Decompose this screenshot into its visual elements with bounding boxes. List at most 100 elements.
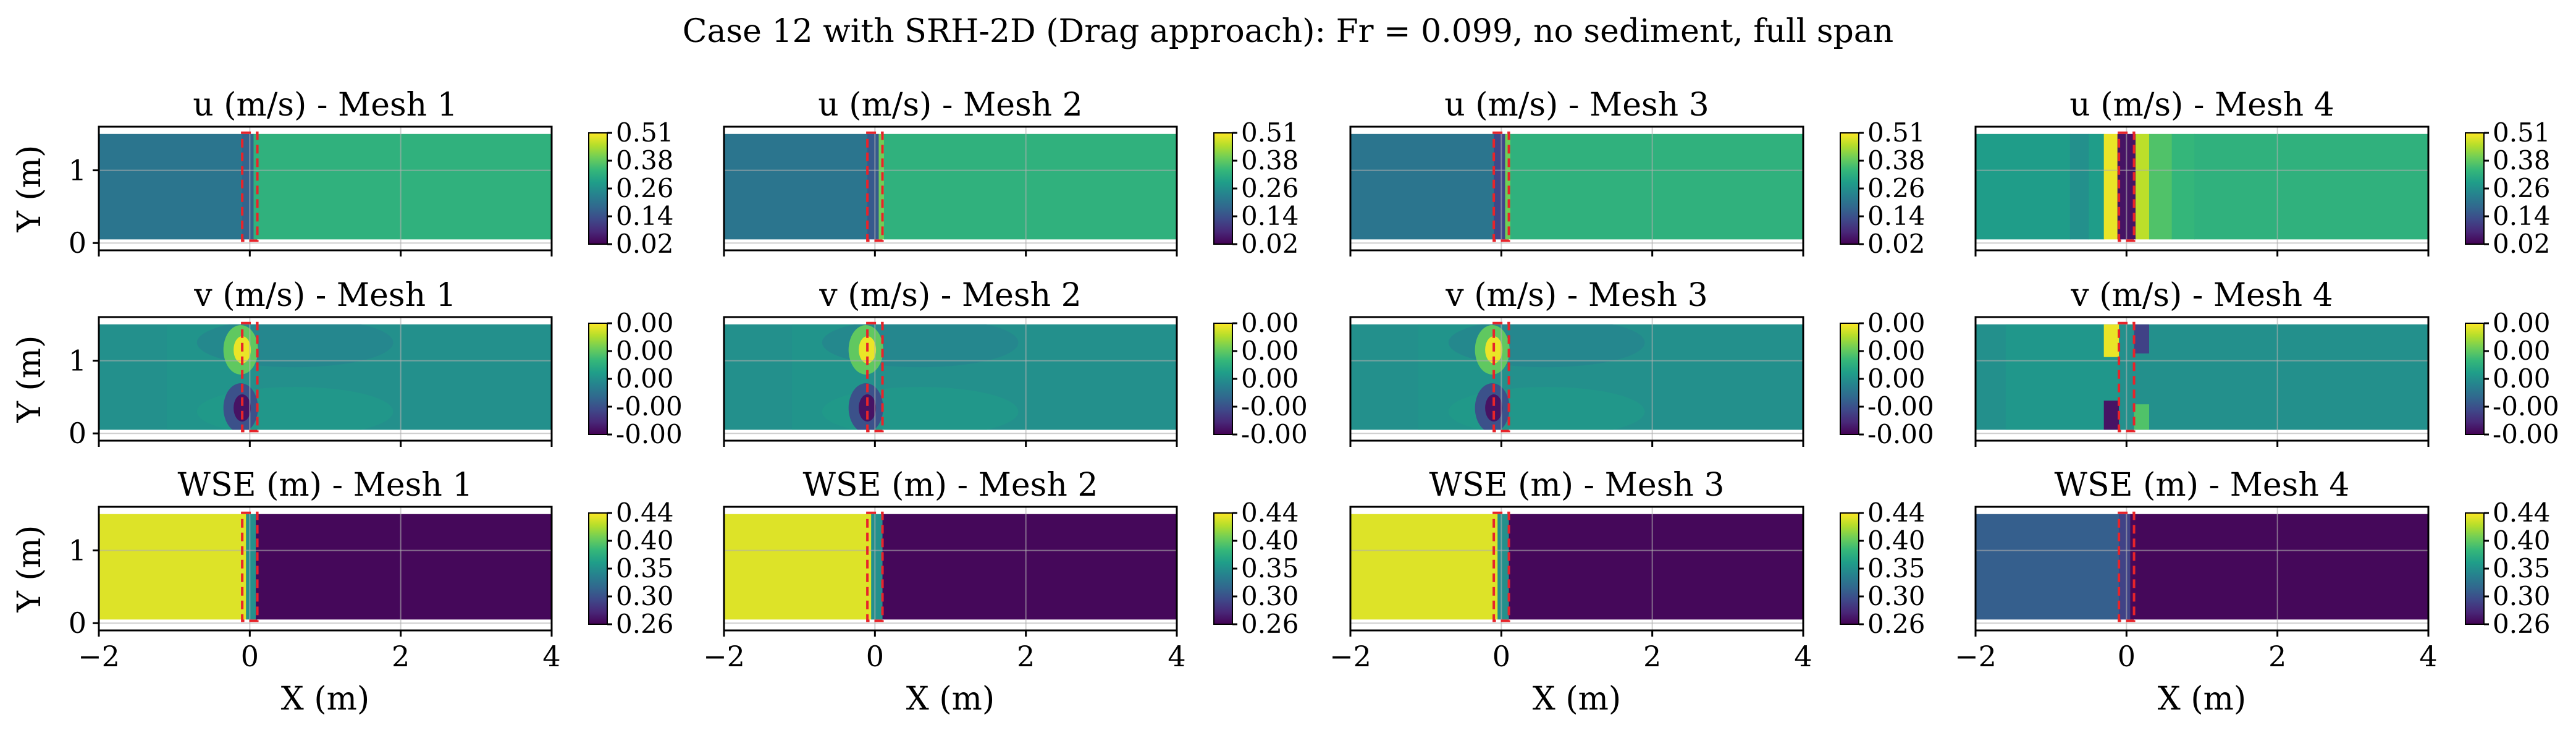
y-tick-label: 1 xyxy=(69,154,86,187)
field-cell xyxy=(871,514,883,620)
axes-frame xyxy=(98,125,553,252)
panel-title: WSE (m) - Mesh 2 xyxy=(803,467,1098,504)
axes-frame xyxy=(98,506,553,632)
colorbar-tick-label: 0.26 xyxy=(1867,173,1926,203)
y-tick-label: 0 xyxy=(69,417,86,450)
colorbar-tick-label: 0.51 xyxy=(616,117,674,148)
y-tick-label: 0 xyxy=(69,226,86,260)
axes-frame xyxy=(1974,316,2430,442)
y-axis-label: Y (m) xyxy=(11,145,48,233)
pier-box xyxy=(866,131,884,242)
x-tick-label: 2 xyxy=(1643,640,1661,673)
colorbar-tick-label: 0.30 xyxy=(1241,581,1299,611)
colorbar-tick-label: 0.40 xyxy=(1867,525,1926,556)
colorbar-tick-label: 0.00 xyxy=(1867,308,1926,338)
colorbar-tick-label: 0.35 xyxy=(1241,553,1299,583)
colorbar-tick-label: 0.26 xyxy=(1241,173,1299,203)
colorbar-tick-label: 0.02 xyxy=(2493,229,2551,259)
colorbar-tick-label: 0.26 xyxy=(2493,609,2551,639)
colorbar-tick-label: 0.35 xyxy=(616,553,674,583)
colorbar-tick-label: 0.51 xyxy=(1867,117,1926,148)
panel-1-4: u (m/s) - Mesh 4 0.020.140.260.380.51 xyxy=(1974,87,2551,259)
colorbar-tick-label: 0.30 xyxy=(2493,581,2551,611)
field-cell xyxy=(1350,134,1494,240)
colorbar-tick-label: 0.35 xyxy=(1867,553,1926,583)
axes-frame xyxy=(723,316,1178,442)
x-tick-label: −2 xyxy=(78,640,120,673)
colorbar xyxy=(588,323,608,435)
colorbar-tick-label: 0.00 xyxy=(1867,336,1926,366)
x-tick-label: 4 xyxy=(2419,640,2437,673)
y-tick-label: 1 xyxy=(69,344,86,378)
v-field-features xyxy=(1418,324,1645,430)
colorbar-tick-label: 0.26 xyxy=(616,173,674,203)
colorbar xyxy=(2465,323,2485,435)
colorbar-tick-label: 0.00 xyxy=(616,336,674,366)
panel-title: WSE (m) - Mesh 1 xyxy=(178,467,473,504)
axes-frame xyxy=(723,125,1178,252)
field-cell xyxy=(1510,134,1804,240)
field-cell xyxy=(256,514,552,620)
colorbar-tick-label: 0.26 xyxy=(1867,609,1926,639)
colorbar-tick-label: 0.38 xyxy=(2493,145,2551,176)
panel-title: v (m/s) - Mesh 2 xyxy=(819,277,1081,314)
x-axis-label: X (m) xyxy=(281,680,369,718)
v-field-features xyxy=(791,324,1019,430)
axes-frame xyxy=(98,316,553,442)
colorbar-tick-label: -0.00 xyxy=(616,419,683,449)
colorbar-tick-label: 0.00 xyxy=(2493,363,2551,394)
x-tick-label: 2 xyxy=(1017,640,1035,673)
x-tick-label: 0 xyxy=(241,640,259,673)
colorbar-tick-label: 0.44 xyxy=(2493,498,2551,528)
v-field-features xyxy=(166,324,394,430)
v-field-features xyxy=(2005,324,2149,430)
pier-box xyxy=(241,511,259,622)
panel-title: v (m/s) - Mesh 3 xyxy=(1445,277,1707,314)
x-tick-label: 4 xyxy=(1168,640,1185,673)
colorbar-tick-label: 0.51 xyxy=(1241,117,1299,148)
field-cell xyxy=(859,394,877,422)
field-cell xyxy=(2134,324,2149,354)
field-cell xyxy=(1350,514,1498,620)
axes-frame xyxy=(1974,125,2430,252)
field-cell xyxy=(1976,134,2071,240)
colorbar-tick-label: 0.26 xyxy=(616,609,674,639)
figure-title: Case 12 with SRH-2D (Drag approach): Fr … xyxy=(683,13,1894,50)
x-tick-label: 2 xyxy=(2268,640,2286,673)
panel-3-3: WSE (m) - Mesh 3−2 0 2 4X (m)0.260.300.350.… xyxy=(1329,467,1925,718)
pier-box xyxy=(1492,131,1510,242)
field-cell xyxy=(2005,324,2119,430)
colorbar-tick-label: -0.00 xyxy=(1241,419,1308,449)
colorbar xyxy=(1213,323,1233,435)
colorbar-tick-label: -0.00 xyxy=(1241,391,1308,422)
colorbar-tick-label: 0.40 xyxy=(2493,525,2551,556)
field-cell xyxy=(99,514,246,620)
x-tick-label: 0 xyxy=(2118,640,2136,673)
colorbar-tick-label: 0.38 xyxy=(1241,145,1299,176)
colorbar-tick-label: 0.44 xyxy=(616,498,674,528)
field-cell xyxy=(2103,324,2119,357)
field-cell xyxy=(867,134,880,240)
field-cell xyxy=(2135,134,2150,240)
colorbar-tick-label: 0.02 xyxy=(1241,229,1299,259)
field-cell xyxy=(2149,134,2173,240)
x-axis-label: X (m) xyxy=(906,680,995,718)
field-cell xyxy=(2194,134,2429,240)
colorbar-tick-label: -0.00 xyxy=(616,391,683,422)
y-axis-label: Y (m) xyxy=(11,336,48,423)
colorbar-tick-label: 0.40 xyxy=(616,525,674,556)
panel-1-3: u (m/s) - Mesh 3 0.020.140.260.380.51 xyxy=(1349,87,1926,259)
colorbar-tick-label: 0.26 xyxy=(2493,173,2551,203)
panel-3-4: WSE (m) - Mesh 4−2 0 2 4X (m)0.260.300.350.… xyxy=(1955,467,2550,718)
colorbar xyxy=(2465,512,2485,625)
field-cell xyxy=(883,134,1177,240)
colorbar-tick-label: 0.02 xyxy=(1867,229,1926,259)
colorbar-tick-label: 0.02 xyxy=(616,229,674,259)
colorbar xyxy=(1840,323,1859,435)
panel-title: u (m/s) - Mesh 4 xyxy=(2069,87,2334,124)
field-cell xyxy=(246,514,256,620)
colorbar xyxy=(588,512,608,625)
colorbar-tick-label: 0.00 xyxy=(2493,308,2551,338)
field-cell xyxy=(2130,514,2429,620)
